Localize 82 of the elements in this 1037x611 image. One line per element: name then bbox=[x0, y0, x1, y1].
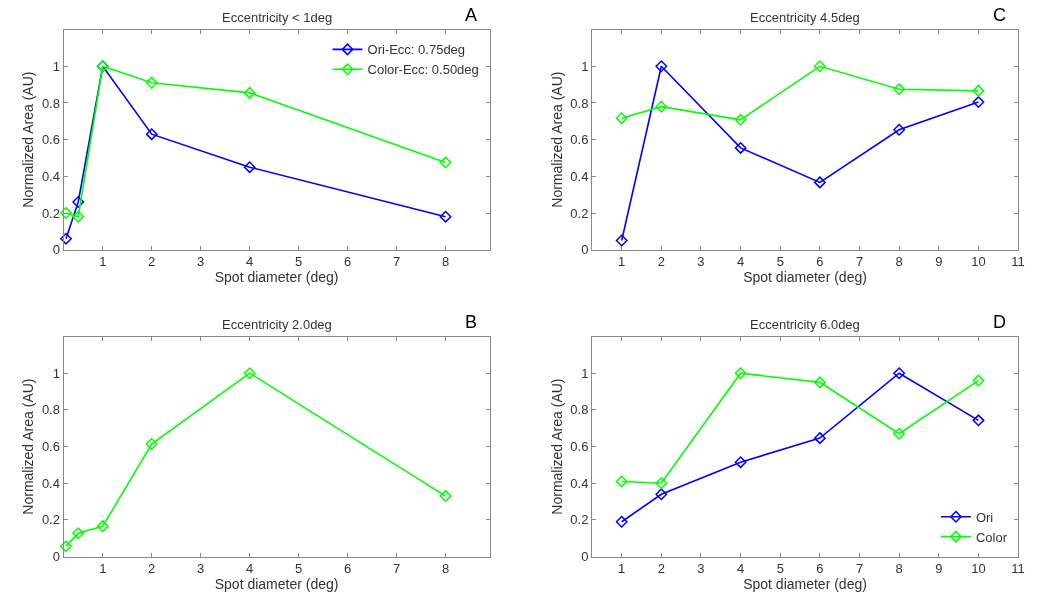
text: C bbox=[993, 5, 1006, 25]
y-tick-label: 0 bbox=[581, 242, 589, 258]
y-axis-title: Normalized Area (AU) bbox=[548, 71, 565, 208]
chart-title: Eccentricity 4.5deg bbox=[750, 10, 860, 25]
x-tick-label: 2 bbox=[657, 561, 665, 577]
y-tick-label: 0.8 bbox=[41, 402, 60, 418]
x-tick-label: 7 bbox=[855, 561, 864, 577]
y-tick-label: 1 bbox=[52, 365, 60, 381]
x-tick-label: 1 bbox=[618, 254, 626, 270]
y-tick-label: 0.8 bbox=[41, 95, 60, 111]
x-tick-label: 1 bbox=[99, 561, 107, 577]
y-tick-label: 0.2 bbox=[41, 205, 60, 221]
x-tick-label: 5 bbox=[776, 254, 784, 270]
x-tick-label: 4 bbox=[737, 254, 745, 270]
y-tick-label: 0.4 bbox=[41, 475, 60, 491]
x-tick-label: 3 bbox=[697, 254, 705, 270]
y-tick-label: 1 bbox=[581, 365, 589, 381]
x-tick-label: 8 bbox=[441, 254, 450, 270]
y-tick-label: 0.8 bbox=[570, 95, 589, 111]
x-tick-label: 3 bbox=[697, 561, 705, 577]
y-tick-label: 0.6 bbox=[570, 439, 589, 455]
x-axis-title: Spot diameter (deg) bbox=[214, 576, 339, 593]
x-tick-label: 6 bbox=[816, 561, 824, 577]
x-tick-label: 8 bbox=[441, 561, 450, 577]
chart-title: Eccentricity 2.0deg bbox=[222, 317, 332, 332]
y-tick-label: 0.6 bbox=[41, 132, 60, 148]
x-tick-label: 11 bbox=[1011, 254, 1025, 270]
y-tick-label: 0.6 bbox=[570, 132, 589, 148]
text: B bbox=[465, 312, 478, 332]
x-tick-label: 8 bbox=[895, 254, 903, 270]
x-tick-label: 1 bbox=[99, 254, 107, 270]
x-tick-label: 2 bbox=[657, 254, 665, 270]
x-tick-label: 8 bbox=[895, 561, 903, 577]
x-tick-label: 4 bbox=[246, 254, 254, 270]
y-tick-label: 0.2 bbox=[570, 205, 589, 221]
x-tick-label: 5 bbox=[776, 561, 784, 577]
x-axis-title: Spot diameter (deg) bbox=[743, 269, 867, 286]
y-tick-label: 0 bbox=[581, 549, 589, 565]
text: D bbox=[993, 312, 1006, 332]
x-tick-label: 5 bbox=[295, 561, 303, 577]
x-tick-label: 3 bbox=[197, 561, 205, 577]
y-tick-label: 0.6 bbox=[41, 439, 60, 455]
x-tick-label: 1 bbox=[618, 561, 626, 577]
y-tick-label: 0 bbox=[52, 242, 60, 258]
x-tick-label: 9 bbox=[935, 254, 943, 270]
x-tick-label: 7 bbox=[393, 254, 401, 270]
x-tick-label: 6 bbox=[344, 254, 352, 270]
y-axis-title: Normalized Area (AU) bbox=[548, 378, 565, 515]
x-tick-label: 2 bbox=[148, 561, 156, 577]
y-tick-label: 0 bbox=[52, 549, 60, 565]
x-tick-label: 10 bbox=[971, 561, 986, 577]
x-tick-label: 10 bbox=[971, 254, 986, 270]
x-tick-label: 6 bbox=[816, 254, 824, 270]
x-tick-label: 4 bbox=[737, 561, 745, 577]
y-axis-title: Normalized Area (AU) bbox=[20, 378, 37, 515]
y-axis-title: Normalized Area (AU) bbox=[20, 71, 37, 208]
x-tick-label: 5 bbox=[295, 254, 303, 270]
y-tick-label: 0.8 bbox=[570, 402, 589, 418]
legend-label: Ori-Ecc: 0.75deg bbox=[367, 42, 466, 58]
y-tick-label: 1 bbox=[52, 58, 60, 74]
chart-title: Eccentricity 6.0deg bbox=[750, 317, 860, 332]
x-axis-title: Spot diameter (deg) bbox=[743, 576, 867, 593]
x-tick-label: 7 bbox=[855, 254, 864, 270]
x-axis-title: Spot diameter (deg) bbox=[214, 269, 339, 286]
x-tick-label: 9 bbox=[935, 561, 943, 577]
x-tick-label: 6 bbox=[344, 561, 352, 577]
x-tick-label: 3 bbox=[197, 254, 205, 270]
legend-label: Color-Ecc: 0.50deg bbox=[367, 62, 479, 78]
y-tick-label: 0.4 bbox=[570, 475, 589, 491]
legend-label: Ori bbox=[975, 509, 994, 525]
x-tick-label: 11 bbox=[1011, 561, 1025, 577]
y-tick-label: 0.2 bbox=[41, 512, 60, 528]
text: A bbox=[465, 5, 478, 25]
x-tick-label: 2 bbox=[148, 254, 156, 270]
y-tick-label: 0.4 bbox=[570, 168, 589, 184]
legend-label: Color bbox=[975, 529, 1008, 545]
chart-title: Eccentricity < 1deg bbox=[222, 10, 333, 25]
x-tick-label: 4 bbox=[246, 561, 254, 577]
y-tick-label: 0.2 bbox=[570, 512, 589, 528]
x-tick-label: 7 bbox=[393, 561, 401, 577]
y-tick-label: 0.4 bbox=[41, 168, 60, 184]
y-tick-label: 1 bbox=[581, 58, 589, 74]
